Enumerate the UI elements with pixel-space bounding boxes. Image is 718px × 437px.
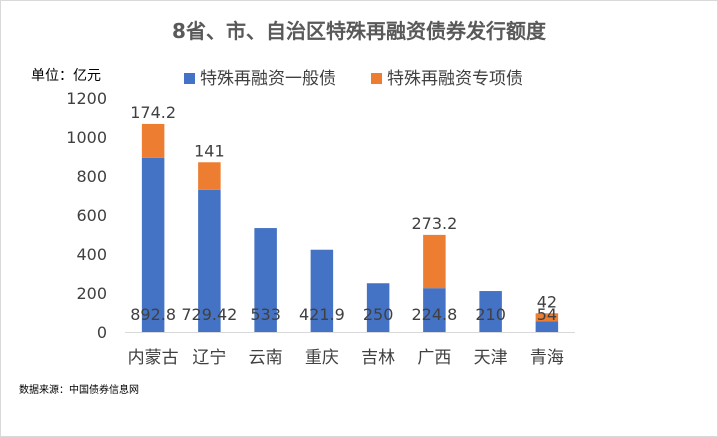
x-category-label: 青海	[530, 348, 564, 368]
data-label-general-bond: 892.8	[130, 305, 176, 324]
bar-general-bond	[141, 157, 165, 332]
bar-special-bond	[141, 123, 165, 158]
x-category-label: 重庆	[305, 348, 339, 368]
x-category-label: 广西	[417, 348, 451, 368]
data-label-general-bond: 533	[250, 305, 281, 324]
source-note: 数据来源：中国债券信息网	[19, 385, 139, 396]
legend-swatch-general-bond	[184, 73, 195, 84]
bar-general-bond	[366, 283, 390, 332]
y-tick-label: 200	[76, 284, 107, 303]
x-category-label: 天津	[474, 348, 508, 368]
y-tick-label: 1200	[66, 89, 107, 108]
data-label-general-bond: 250	[363, 305, 394, 324]
legend-swatch-special-bond	[371, 73, 382, 84]
bar-special-bond	[423, 234, 446, 289]
legend-label-general-bond: 特殊再融资一般债	[200, 69, 336, 89]
bar-general-bond	[535, 321, 559, 332]
bar-general-bond	[198, 189, 221, 332]
data-label-special-bond: 42	[537, 292, 557, 311]
legend: 特殊再融资一般债 特殊再融资专项债	[184, 69, 523, 89]
bar-general-bond	[423, 288, 446, 332]
y-tick-label: 0	[97, 323, 107, 342]
bar-special-bond	[198, 162, 221, 190]
x-axis-categories: 内蒙古 辽宁 云南 重庆 吉林 广西 天津 青海	[128, 348, 564, 368]
data-label-general-bond: 224.8	[411, 305, 457, 324]
y-tick-label: 800	[76, 167, 107, 186]
bar-special-bond	[535, 313, 559, 322]
data-labels: 892.8 174.2 729.42 141 533 421.9 250 224.8 273.2…	[130, 103, 557, 324]
y-tick-label: 400	[76, 245, 107, 264]
y-tick-label: 1000	[66, 128, 107, 147]
data-label-general-bond: 54	[537, 305, 557, 324]
data-label-general-bond: 421.9	[299, 305, 345, 324]
x-category-label: 辽宁	[192, 348, 226, 368]
x-category-label: 内蒙古	[128, 348, 179, 368]
legend-label-special-bond: 特殊再融资专项债	[387, 69, 523, 89]
bars	[141, 123, 559, 332]
x-category-label: 云南	[249, 348, 283, 368]
data-label-special-bond: 174.2	[130, 103, 176, 122]
data-label-special-bond: 273.2	[411, 214, 457, 233]
chart-title: 8省、市、自治区特殊再融资债券发行额度	[172, 19, 546, 43]
data-label-general-bond: 729.42	[181, 305, 237, 324]
bar-general-bond	[479, 291, 502, 332]
bar-general-bond	[254, 228, 277, 332]
data-label-special-bond: 141	[194, 141, 225, 160]
unit-label: 单位：亿元	[31, 68, 101, 84]
y-tick-label: 600	[76, 206, 107, 225]
data-label-general-bond: 210	[475, 305, 506, 324]
bar-general-bond	[310, 249, 334, 332]
x-category-label: 吉林	[361, 348, 395, 368]
y-axis-ticks: 0 200 400 600 800 1000 1200	[66, 89, 107, 342]
